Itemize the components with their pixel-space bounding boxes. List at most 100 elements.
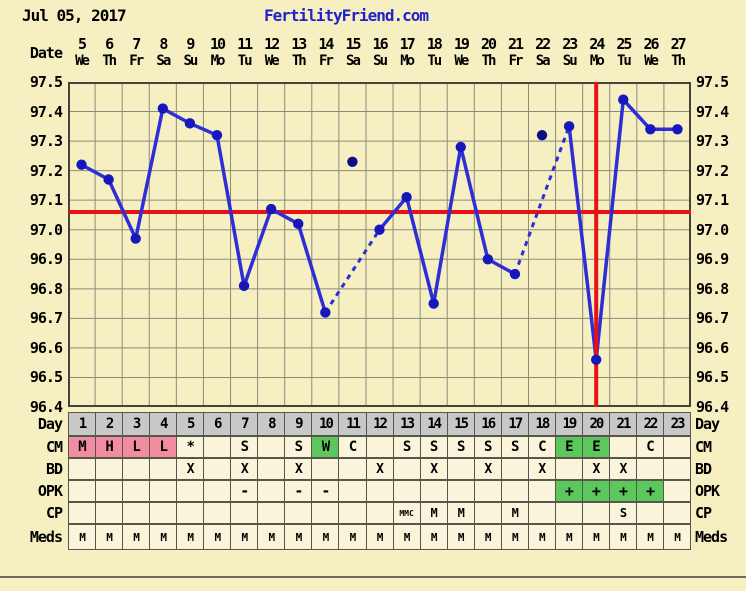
bd-cell[interactable]: X (177, 459, 204, 479)
bd-cell[interactable] (664, 459, 690, 479)
opk-cell[interactable] (664, 481, 690, 501)
temp-point[interactable] (618, 95, 628, 105)
day-cell[interactable]: 17 (502, 413, 529, 435)
meds-cell[interactable]: M (529, 525, 556, 549)
day-cell[interactable]: 13 (394, 413, 421, 435)
cp-cell[interactable] (150, 503, 177, 523)
day-cell[interactable]: 18 (529, 413, 556, 435)
bd-cell[interactable]: X (421, 459, 448, 479)
cp-cell[interactable] (664, 503, 690, 523)
day-cell[interactable]: 2 (96, 413, 123, 435)
day-cell[interactable]: 1 (69, 413, 96, 435)
opk-cell[interactable] (475, 481, 502, 501)
opk-cell[interactable]: - (231, 481, 258, 501)
bd-cell[interactable]: X (583, 459, 610, 479)
bd-cell[interactable] (448, 459, 475, 479)
bd-cell[interactable]: X (367, 459, 394, 479)
bd-cell[interactable] (339, 459, 366, 479)
cm-cell[interactable]: S (502, 437, 529, 457)
temp-point[interactable] (672, 124, 682, 134)
meds-cell[interactable]: M (664, 525, 690, 549)
day-cell[interactable]: 3 (123, 413, 150, 435)
opk-cell[interactable]: + (637, 481, 664, 501)
day-cell[interactable]: 21 (610, 413, 637, 435)
cp-cell[interactable]: MMC (394, 503, 421, 523)
cp-cell[interactable] (583, 503, 610, 523)
cm-cell[interactable] (664, 437, 690, 457)
bd-cell[interactable] (556, 459, 583, 479)
temp-point[interactable] (76, 160, 86, 170)
temp-point[interactable] (510, 269, 520, 279)
cm-cell[interactable]: W (312, 437, 339, 457)
opk-cell[interactable] (123, 481, 150, 501)
cm-cell[interactable]: E (556, 437, 583, 457)
bd-cell[interactable]: X (475, 459, 502, 479)
bd-cell[interactable]: X (285, 459, 312, 479)
bd-cell[interactable] (394, 459, 421, 479)
cp-cell[interactable] (637, 503, 664, 523)
cp-cell[interactable] (285, 503, 312, 523)
opk-cell[interactable] (96, 481, 123, 501)
day-cell[interactable]: 5 (177, 413, 204, 435)
cp-cell[interactable] (475, 503, 502, 523)
cm-cell[interactable] (610, 437, 637, 457)
opk-cell[interactable]: + (610, 481, 637, 501)
bd-cell[interactable] (637, 459, 664, 479)
bd-cell[interactable] (258, 459, 285, 479)
day-cell[interactable]: 16 (475, 413, 502, 435)
opk-cell[interactable] (150, 481, 177, 501)
day-cell[interactable]: 23 (664, 413, 690, 435)
temp-point[interactable] (428, 298, 438, 308)
cm-cell[interactable] (204, 437, 231, 457)
opk-cell[interactable] (258, 481, 285, 501)
temp-point[interactable] (374, 225, 384, 235)
bd-cell[interactable] (96, 459, 123, 479)
temp-point[interactable] (645, 124, 655, 134)
day-cell[interactable]: 19 (556, 413, 583, 435)
cm-cell[interactable] (367, 437, 394, 457)
day-cell[interactable]: 11 (339, 413, 366, 435)
opk-cell[interactable] (502, 481, 529, 501)
meds-cell[interactable]: M (285, 525, 312, 549)
day-cell[interactable]: 4 (150, 413, 177, 435)
opk-cell[interactable]: + (583, 481, 610, 501)
bd-cell[interactable] (502, 459, 529, 479)
cp-cell[interactable] (69, 503, 96, 523)
cp-cell[interactable]: S (610, 503, 637, 523)
cm-cell[interactable]: S (421, 437, 448, 457)
temp-point[interactable] (185, 118, 195, 128)
opk-cell[interactable] (529, 481, 556, 501)
meds-cell[interactable]: M (637, 525, 664, 549)
meds-cell[interactable]: M (231, 525, 258, 549)
day-cell[interactable]: 12 (367, 413, 394, 435)
temp-point[interactable] (266, 204, 276, 214)
temp-point[interactable] (212, 130, 222, 140)
cm-cell[interactable]: S (394, 437, 421, 457)
meds-cell[interactable]: M (583, 525, 610, 549)
cp-cell[interactable] (231, 503, 258, 523)
meds-cell[interactable]: M (367, 525, 394, 549)
temp-point[interactable] (564, 121, 574, 131)
temp-point[interactable] (239, 281, 249, 291)
bd-cell[interactable] (123, 459, 150, 479)
meds-cell[interactable]: M (96, 525, 123, 549)
temp-point[interactable] (293, 219, 303, 229)
cp-cell[interactable] (204, 503, 231, 523)
cm-cell[interactable]: M (69, 437, 96, 457)
cp-cell[interactable] (312, 503, 339, 523)
bd-cell[interactable]: X (529, 459, 556, 479)
day-cell[interactable]: 20 (583, 413, 610, 435)
meds-cell[interactable]: M (448, 525, 475, 549)
cm-cell[interactable]: S (448, 437, 475, 457)
opk-cell[interactable]: - (312, 481, 339, 501)
meds-cell[interactable]: M (258, 525, 285, 549)
day-cell[interactable]: 22 (637, 413, 664, 435)
meds-cell[interactable]: M (123, 525, 150, 549)
meds-cell[interactable]: M (69, 525, 96, 549)
cm-cell[interactable]: L (150, 437, 177, 457)
meds-cell[interactable]: M (177, 525, 204, 549)
day-cell[interactable]: 7 (231, 413, 258, 435)
meds-cell[interactable]: M (556, 525, 583, 549)
cp-cell[interactable] (367, 503, 394, 523)
temp-point[interactable] (401, 192, 411, 202)
